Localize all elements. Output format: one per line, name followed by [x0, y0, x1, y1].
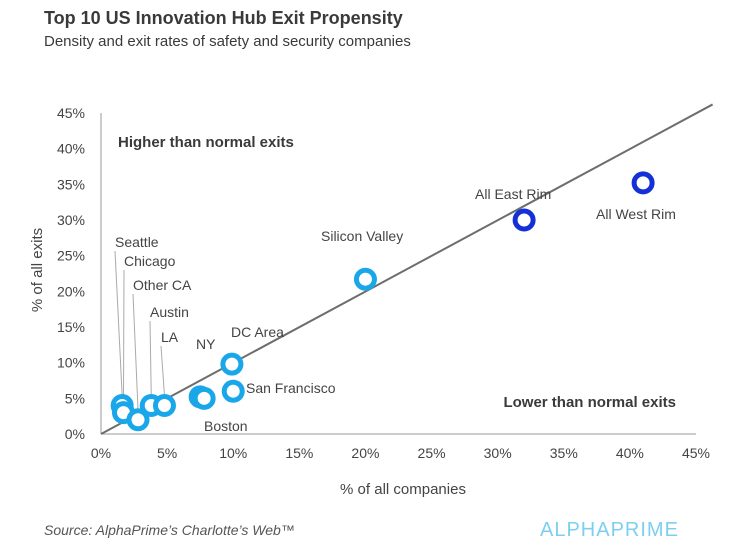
x-tick-label: 25% [418, 445, 446, 461]
data-point [152, 393, 176, 417]
y-tick-label: 40% [57, 141, 85, 157]
leader-line [149, 320, 152, 396]
point-label: All West Rim [596, 206, 676, 222]
data-point [631, 171, 655, 195]
x-tick-label: 10% [219, 445, 247, 461]
x-tick-label: 45% [682, 445, 710, 461]
y-tick-label: 20% [57, 283, 85, 299]
x-tick-label: 35% [550, 445, 578, 461]
x-tick-label: 20% [351, 445, 379, 461]
data-points [110, 171, 655, 432]
data-point [353, 267, 377, 291]
leader-line [122, 269, 125, 403]
y-tick-label: 35% [57, 176, 85, 192]
trend-line-group [100, 103, 714, 435]
brand-logo: ALPHAPRIME [540, 519, 679, 541]
x-tick-label: 0% [91, 445, 111, 461]
source-note: Source: AlphaPrime’s Charlotte’s Web™ [44, 522, 295, 538]
x-tick-label: 30% [484, 445, 512, 461]
chart-subtitle: Density and exit rates of safety and sec… [44, 33, 411, 50]
x-tick-label: 5% [157, 445, 177, 461]
y-tick-label: 10% [57, 355, 85, 371]
leader-line [160, 345, 165, 396]
chart-title: Top 10 US Innovation Hub Exit Propensity [44, 8, 403, 28]
point-label: Chicago [124, 253, 176, 269]
point-label: All East Rim [475, 186, 551, 202]
point-label: Silicon Valley [321, 228, 403, 244]
y-tick-label: 15% [57, 319, 85, 335]
y-tick-label: 25% [57, 248, 85, 264]
leader-line [114, 250, 123, 396]
annotation-lower: Lower than normal exits [503, 394, 676, 411]
data-point [220, 352, 244, 376]
point-labels: Seattle Chicago Other CA Austin LA NY Boston DC… [115, 186, 676, 434]
point-label: LA [161, 329, 179, 345]
x-tick-label: 15% [285, 445, 313, 461]
y-tick-label: 30% [57, 212, 85, 228]
point-label: San Francisco [246, 380, 336, 396]
point-label: DC Area [231, 324, 284, 340]
y-tick-label: 5% [65, 390, 85, 406]
point-label: NY [196, 336, 216, 352]
data-point [192, 386, 216, 410]
point-label: Other CA [133, 277, 192, 293]
point-label: Seattle [115, 234, 159, 250]
y-tick-label: 0% [65, 426, 85, 442]
point-label: Austin [150, 304, 189, 320]
y-tick-label: 45% [57, 105, 85, 121]
y-axis-label: % of all exits [29, 228, 46, 312]
x-axis-label: % of all companies [340, 481, 466, 498]
annotation-higher: Higher than normal exits [118, 134, 294, 151]
point-label: Boston [204, 418, 248, 434]
axes: 0% 5% 10% 15% 20% 25% 30% 35% 40% 45% 0% 5% 10% 15% 20… [57, 105, 710, 461]
leader-line [132, 293, 139, 410]
leader-lines [114, 250, 165, 410]
data-point [512, 208, 536, 232]
data-point [221, 379, 245, 403]
data-point [126, 408, 150, 432]
trend-line [100, 103, 714, 435]
x-tick-label: 40% [616, 445, 644, 461]
